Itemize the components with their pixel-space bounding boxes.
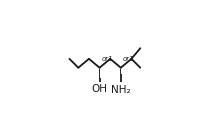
- Text: OH: OH: [92, 83, 108, 93]
- Text: NH₂: NH₂: [111, 84, 131, 94]
- Text: or1: or1: [102, 56, 113, 62]
- Text: or1: or1: [123, 56, 135, 62]
